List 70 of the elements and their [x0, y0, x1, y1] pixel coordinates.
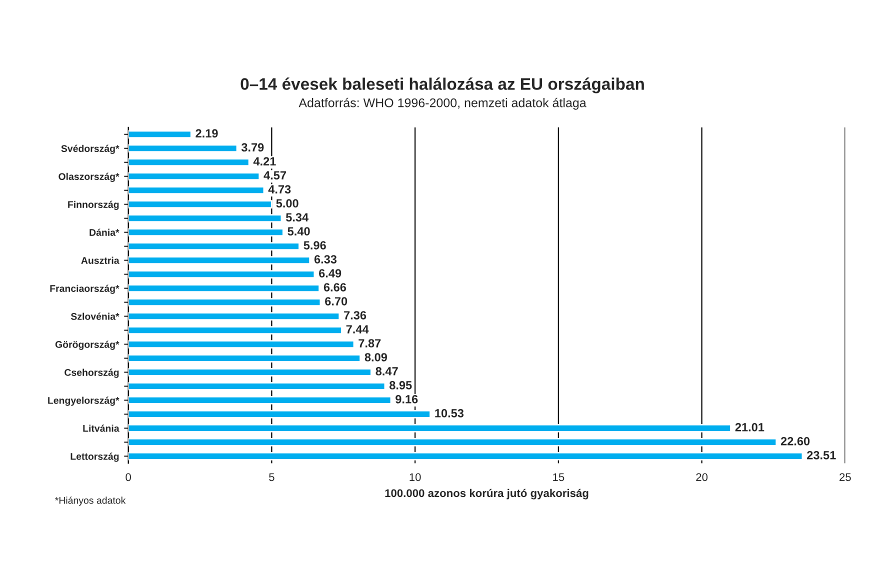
data-label: 4.73 — [268, 185, 291, 194]
bar — [128, 354, 361, 362]
bar — [128, 452, 804, 460]
bar — [128, 158, 250, 167]
y-tick-label: Svédország* — [61, 144, 120, 154]
bar — [128, 200, 272, 209]
bar — [128, 130, 192, 139]
data-label: 9.16 — [396, 395, 418, 404]
data-label: 8.09 — [364, 353, 388, 362]
data-label: 6.66 — [324, 283, 346, 292]
data-label: 6.49 — [319, 269, 342, 278]
bar — [128, 214, 282, 223]
y-tick-label: Finnország — [68, 200, 119, 210]
data-label: 3.79 — [241, 143, 264, 152]
bar — [128, 228, 284, 237]
y-tick-label: Lettország — [70, 452, 119, 462]
y-tick-label: Csehország — [64, 368, 119, 378]
data-label: 8.95 — [390, 381, 412, 390]
y-tick-label: Lengyelország* — [48, 396, 120, 406]
data-label: 10.53 — [435, 409, 464, 418]
bar — [128, 270, 316, 278]
y-tick-label: Szlovénia* — [70, 312, 120, 320]
y-tick-label: Görögország* — [55, 340, 120, 350]
x-tick-label: 20 — [696, 473, 708, 482]
data-label: 2.19 — [196, 129, 218, 138]
bar — [128, 368, 372, 376]
data-label: 4.57 — [264, 171, 286, 180]
chart-subtitle: Adatforrás: WHO 1996-2000, nemzeti adatok átlaga — [298, 98, 586, 110]
data-label: 5.96 — [304, 241, 326, 250]
data-label: 22.60 — [780, 437, 810, 446]
bar — [128, 186, 265, 195]
bar — [128, 256, 311, 264]
y-tick-label: Dánia* — [90, 228, 120, 236]
x-tick-label: 5 — [269, 473, 274, 482]
bar — [128, 326, 342, 334]
x-tick-label: 10 — [410, 473, 421, 482]
text: *Hiányos adatok — [55, 496, 126, 506]
bar — [128, 312, 340, 320]
data-label: 7.36 — [344, 311, 366, 320]
chart-title: 0–14 évesek baleseti halálozása az EU országaiban — [240, 78, 644, 94]
bar — [128, 410, 431, 418]
bar — [128, 172, 260, 181]
y-tick-label: Ausztria — [81, 256, 120, 264]
bar — [128, 424, 732, 432]
data-label: 4.21 — [253, 157, 276, 166]
bar — [128, 144, 238, 153]
bar — [128, 396, 392, 404]
x-tick-label: 25 — [840, 473, 851, 482]
data-label: 23.51 — [807, 451, 836, 460]
data-label: 5.34 — [286, 213, 309, 222]
x-tick-label: 0 — [126, 473, 131, 482]
bar — [128, 340, 355, 348]
data-label: 7.44 — [346, 325, 369, 334]
y-tick-label: Litvánia — [83, 424, 120, 432]
data-label: 5.00 — [276, 199, 298, 208]
bar — [128, 242, 300, 251]
x-axis-title: 100.000 azonos korúra jutó gyakoriság — [385, 488, 588, 500]
bar — [128, 298, 322, 306]
data-label: 7.87 — [358, 339, 381, 348]
y-tick-label: Franciaország* — [50, 284, 120, 294]
bar — [128, 284, 320, 292]
bar — [128, 438, 778, 446]
x-tick-label: 15 — [553, 473, 564, 482]
data-label: 6.70 — [325, 297, 348, 306]
data-label: 6.33 — [314, 255, 337, 264]
data-label: 5.40 — [288, 227, 310, 236]
data-label: 8.47 — [376, 367, 398, 376]
data-label: 21.01 — [735, 423, 764, 432]
y-tick-label: Olaszország* — [58, 172, 120, 182]
bar — [128, 382, 386, 390]
